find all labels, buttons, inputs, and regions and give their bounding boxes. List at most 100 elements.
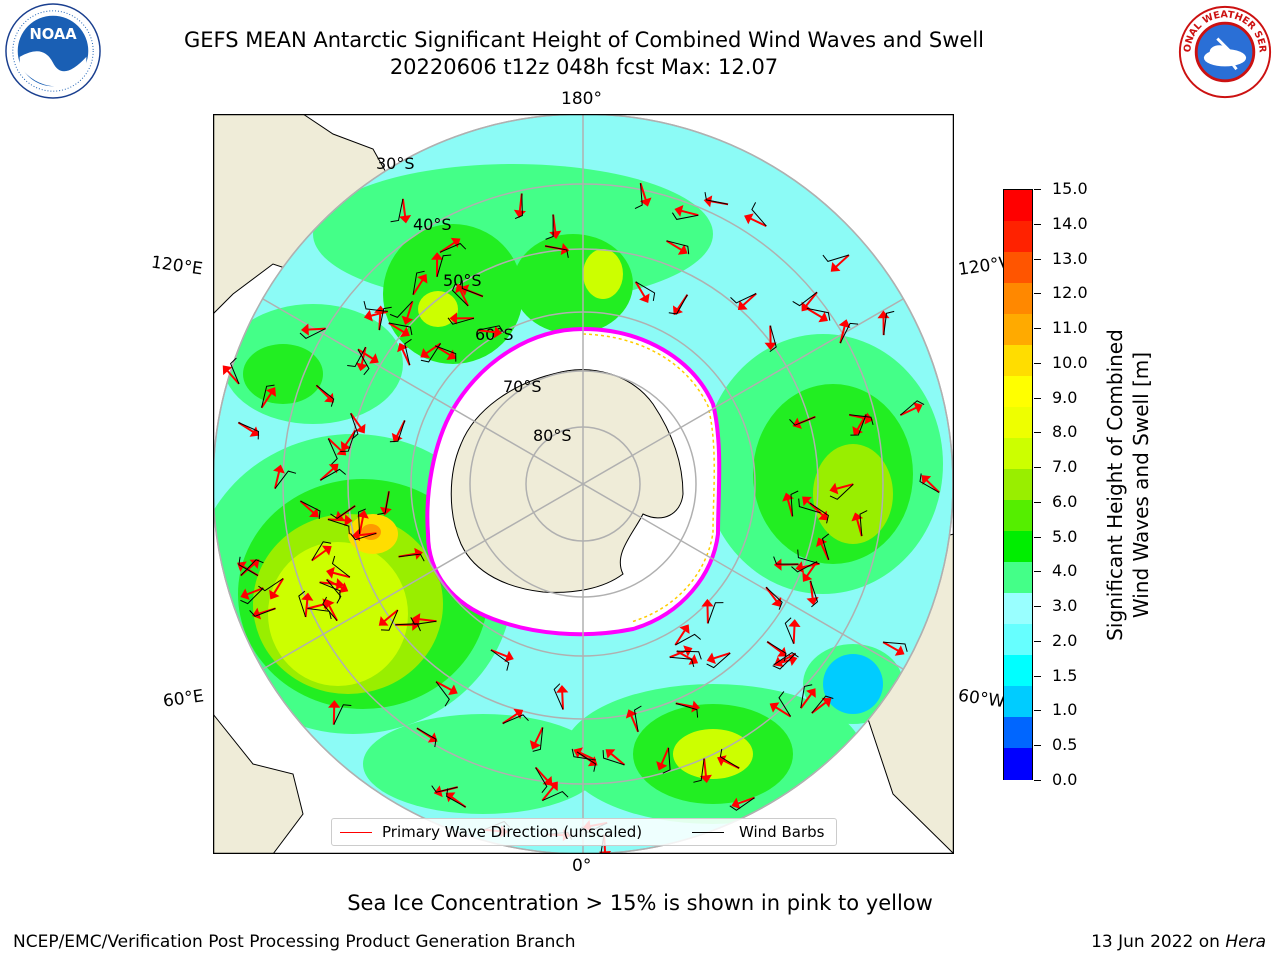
colorbar-band bbox=[1004, 438, 1032, 470]
wave-arrow bbox=[676, 650, 693, 661]
wave-arrow-head bbox=[309, 507, 319, 518]
wave-arrow-head bbox=[449, 312, 457, 325]
wave-arrow bbox=[792, 625, 796, 644]
wave-arrow-head bbox=[301, 592, 314, 601]
wave-arrow bbox=[634, 281, 646, 298]
legend-swatch-barbs bbox=[692, 832, 724, 833]
wind-barb bbox=[490, 649, 510, 671]
wave-arrow bbox=[401, 198, 407, 217]
wind-barb bbox=[316, 384, 335, 407]
wind-barb bbox=[238, 422, 260, 440]
wave-arrow bbox=[639, 182, 647, 201]
wind-barb bbox=[704, 192, 729, 205]
wave-arrow-head bbox=[818, 510, 828, 521]
wind-barb bbox=[319, 581, 341, 599]
wind-barb bbox=[461, 280, 484, 297]
wind-barb bbox=[829, 483, 854, 500]
wind-barb bbox=[390, 198, 404, 223]
wave-arrow bbox=[349, 412, 362, 429]
colorbar-band bbox=[1004, 655, 1032, 687]
lon-label-60e: 60°E bbox=[161, 686, 206, 712]
wave-arrow bbox=[299, 500, 315, 514]
wave-arrow bbox=[319, 467, 335, 482]
colorbar-band bbox=[1004, 624, 1032, 656]
wind-barb bbox=[331, 555, 351, 578]
colorbar-band bbox=[1004, 748, 1032, 780]
lat-label-60: 60°S bbox=[475, 325, 514, 344]
lon-label-180: 180° bbox=[561, 89, 602, 109]
wave-arrow bbox=[425, 342, 442, 355]
legend-swatch-wave bbox=[340, 832, 372, 833]
wind-barb bbox=[766, 641, 787, 662]
wave-arrow-head bbox=[771, 597, 782, 607]
colorbar-band bbox=[1004, 469, 1032, 501]
wave-arrow-head bbox=[417, 273, 428, 284]
wave-arrow-head bbox=[782, 492, 794, 502]
wind-barb bbox=[502, 714, 529, 724]
wind-barb bbox=[378, 306, 392, 331]
wave-arrow bbox=[839, 325, 846, 344]
wave-arrow-head bbox=[222, 365, 233, 376]
wind-barb bbox=[545, 214, 554, 240]
wave-arrow-head bbox=[605, 749, 616, 759]
wind-barb bbox=[707, 602, 724, 624]
nws-logo: NATIONAL WEATHER SERVICE bbox=[1177, 4, 1272, 99]
lat-label-70: 70°S bbox=[503, 377, 542, 396]
wave-arrow-head bbox=[773, 558, 782, 571]
wind-barb bbox=[800, 684, 813, 709]
wind-barb bbox=[431, 785, 458, 793]
wave-arrow-head bbox=[504, 650, 514, 662]
wave-arrow bbox=[307, 603, 326, 610]
wind-barb bbox=[789, 416, 816, 426]
wave-arrow-head bbox=[529, 740, 541, 750]
wind-barb bbox=[404, 338, 412, 366]
wave-arrow-head bbox=[340, 440, 351, 451]
wave-arrow-head bbox=[493, 326, 503, 339]
wave-arrow-head bbox=[328, 463, 339, 474]
wind-barb bbox=[333, 704, 352, 725]
wave-arrow bbox=[855, 518, 863, 537]
wave-arrow bbox=[357, 348, 374, 360]
wind-barb bbox=[240, 559, 264, 576]
wave-arrow bbox=[274, 470, 281, 489]
wind-barb bbox=[439, 242, 467, 253]
wind-barb bbox=[668, 294, 688, 315]
wave-arrow-head bbox=[356, 509, 369, 519]
lon-label-120e: 120°E bbox=[149, 252, 204, 280]
legend-label-barbs: Wind Barbs bbox=[739, 823, 825, 841]
wave-arrow-head bbox=[355, 423, 366, 434]
legend: Primary Wave Direction (unscaled) Wind B… bbox=[331, 818, 837, 846]
wind-barb bbox=[719, 748, 740, 769]
wave-arrow bbox=[246, 587, 264, 596]
wave-arrow-head bbox=[802, 572, 813, 582]
wind-barb bbox=[274, 470, 297, 489]
lon-label-60w: 60°W bbox=[956, 685, 1007, 713]
wind-barb bbox=[811, 695, 834, 714]
wave-arrow-head bbox=[351, 529, 361, 542]
noaa-logo: NOAA bbox=[5, 3, 101, 99]
wind-barb bbox=[258, 578, 284, 592]
wave-arrow-head bbox=[335, 578, 345, 591]
wind-barb bbox=[634, 183, 643, 210]
wave-arrow-head bbox=[744, 213, 754, 225]
wave-arrow bbox=[882, 641, 900, 652]
wave-arrow-head bbox=[795, 561, 805, 574]
colorbar-band bbox=[1004, 686, 1032, 718]
wind-barb bbox=[416, 727, 437, 748]
wave-arrow bbox=[805, 561, 818, 577]
colorbar-band bbox=[1004, 500, 1032, 532]
wave-arrow-head bbox=[513, 209, 527, 218]
wave-arrow bbox=[809, 502, 824, 517]
wind-barb bbox=[380, 609, 399, 631]
wind-barb bbox=[298, 590, 307, 618]
wind-barb bbox=[633, 705, 642, 732]
colorbar-band bbox=[1004, 252, 1032, 284]
wave-arrow bbox=[801, 562, 820, 569]
chart-subtitle: 20220606 t12z 048h fcst Max: 12.07 bbox=[389, 55, 779, 79]
wave-arrow bbox=[899, 406, 918, 417]
wind-barb bbox=[230, 357, 240, 385]
wave-arrow bbox=[806, 307, 823, 319]
wave-arrow bbox=[805, 291, 818, 307]
wave-arrow-head bbox=[829, 482, 839, 495]
wind-barb bbox=[859, 510, 868, 537]
